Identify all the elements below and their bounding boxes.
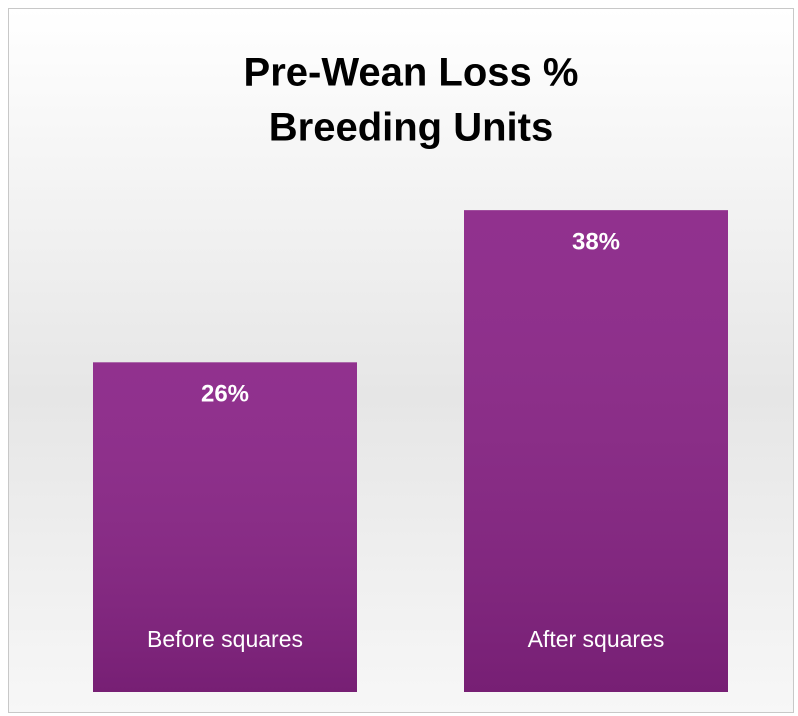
category-label: After squares [528, 626, 665, 652]
category-label: Before squares [147, 626, 303, 652]
value-label: 38% [572, 229, 620, 256]
chart-title: Breeding Units [269, 106, 553, 150]
bar-shade [464, 210, 728, 692]
bar-shade [93, 362, 357, 692]
value-label: 26% [201, 381, 249, 408]
chart-title: Pre-Wean Loss % [244, 51, 579, 95]
